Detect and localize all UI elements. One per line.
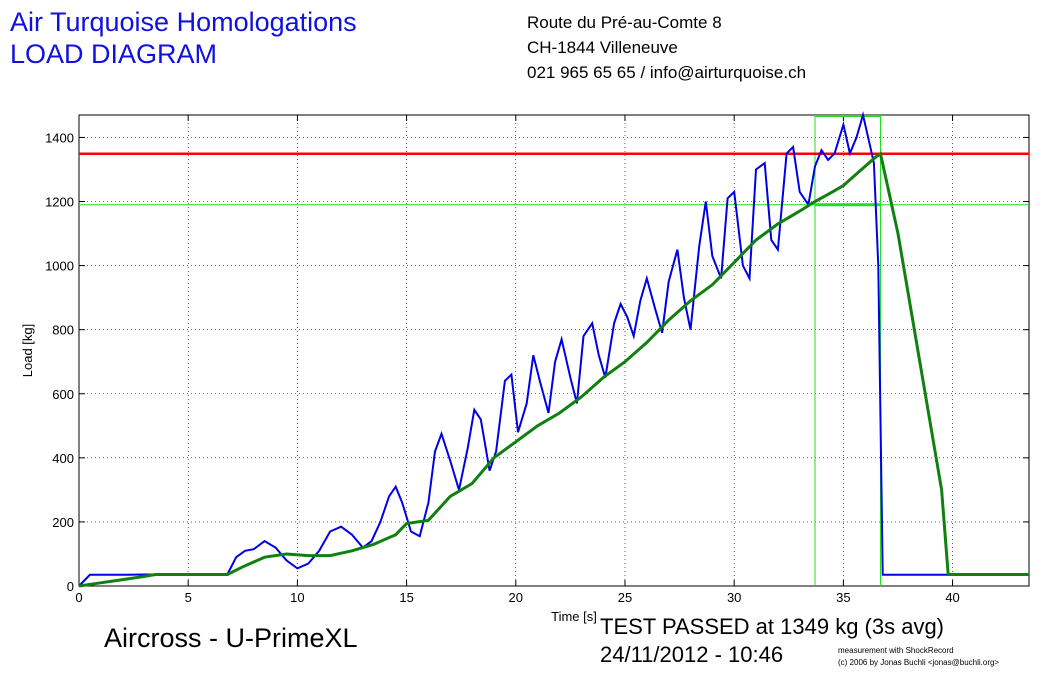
y-tick-label: 0 xyxy=(67,579,74,594)
y-tick-label: 1200 xyxy=(45,195,74,210)
x-tick-label: 30 xyxy=(727,590,741,605)
hold-window xyxy=(79,115,1029,586)
credit-line-2: (c) 2006 by Jonas Buchli <jonas@buchli.o… xyxy=(838,658,1000,667)
x-tick-label: 5 xyxy=(185,590,192,605)
x-tick-label: 0 xyxy=(75,590,82,605)
diagram-title: LOAD DIAGRAM xyxy=(10,39,218,69)
y-tick-label: 800 xyxy=(52,323,74,338)
y-axis-label: Load [kg] xyxy=(20,324,35,378)
x-tick-label: 10 xyxy=(290,590,304,605)
credit-block: measurement with ShockRecord (c) 2006 by… xyxy=(838,645,999,669)
credit-line-1: measurement with ShockRecord xyxy=(838,646,954,655)
test-result: TEST PASSED at 1349 kg (3s avg) xyxy=(600,614,945,639)
aircraft-name: Aircross - U-PrimeXL xyxy=(104,623,358,653)
address-city: CH-1844 Villeneuve xyxy=(527,38,678,57)
title-block: Air Turquoise Homologations LOAD DIAGRAM xyxy=(10,6,357,70)
x-tick-label: 20 xyxy=(509,590,523,605)
series-line-avg-load xyxy=(78,151,1029,588)
plot-frame xyxy=(78,114,1030,587)
y-tick-label: 1400 xyxy=(45,130,74,145)
address-street: Route du Pré-au-Comte 8 xyxy=(527,13,722,32)
y-tick-label: 400 xyxy=(52,451,74,466)
x-tick-label: 40 xyxy=(945,590,959,605)
series-line-raw-load xyxy=(78,111,1029,587)
x-axis-label: Time [s] xyxy=(551,609,597,624)
address-contact: 021 965 65 65 / info@airturquoise.ch xyxy=(527,63,807,82)
axis-ticks: 0 5 10 15 20 25 30 35 40020040060080010001200140… xyxy=(45,115,1029,605)
y-tick-label: 1000 xyxy=(45,259,74,274)
test-datetime: 24/11/2012 - 10:46 xyxy=(600,642,784,667)
y-tick-label: 200 xyxy=(52,515,74,530)
x-tick-label: 25 xyxy=(618,590,632,605)
address-block: Route du Pré-au-Comte 8 CH-1844 Villeneu… xyxy=(527,10,806,85)
result-block: TEST PASSED at 1349 kg (3s avg) 24/11/20… xyxy=(600,613,944,669)
x-tick-label: 15 xyxy=(399,590,413,605)
y-tick-label: 600 xyxy=(52,387,74,402)
x-tick-label: 35 xyxy=(836,590,850,605)
organization-title: Air Turquoise Homologations xyxy=(10,7,357,37)
